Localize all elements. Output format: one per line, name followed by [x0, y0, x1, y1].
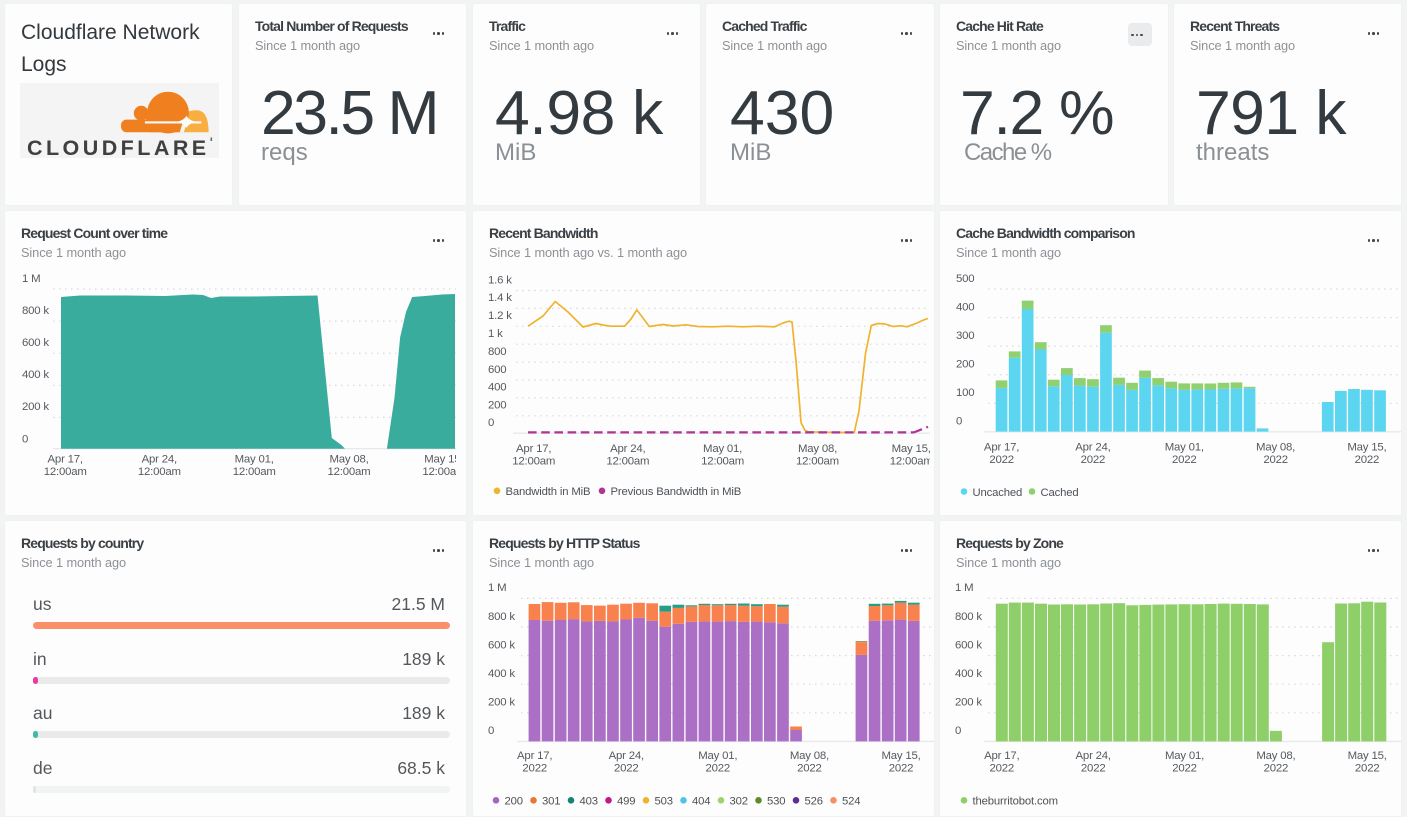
- svg-text:Apr 24,: Apr 24,: [142, 453, 177, 465]
- svg-text:12:00am: 12:00am: [890, 456, 930, 468]
- svg-text:Apr 24,: Apr 24,: [610, 443, 645, 455]
- svg-text:2022: 2022: [1355, 762, 1380, 774]
- svg-text:600 k: 600 k: [22, 337, 49, 349]
- svg-text:Apr 17,: Apr 17,: [516, 443, 551, 455]
- svg-text:2022: 2022: [1081, 454, 1106, 466]
- svg-text:2022: 2022: [1264, 762, 1289, 774]
- svg-text:Apr 24,: Apr 24,: [1076, 750, 1111, 762]
- svg-text:800 k: 800 k: [22, 305, 49, 317]
- svg-text:Cached: Cached: [1041, 487, 1079, 499]
- svg-text:200: 200: [488, 400, 506, 412]
- svg-text:2022: 2022: [1081, 762, 1106, 774]
- svg-text:200 k: 200 k: [488, 697, 515, 709]
- svg-text:600: 600: [488, 364, 506, 376]
- svg-text:800 k: 800 k: [955, 611, 982, 623]
- svg-text:theburritobot.com: theburritobot.com: [973, 796, 1058, 808]
- svg-text:503: 503: [655, 796, 673, 808]
- svg-text:524: 524: [842, 796, 860, 808]
- svg-text:0: 0: [955, 725, 961, 737]
- svg-text:2022: 2022: [1172, 454, 1197, 466]
- svg-text:May 15,: May 15,: [1348, 750, 1387, 762]
- svg-text:May 08,: May 08,: [1256, 750, 1295, 762]
- svg-text:403: 403: [580, 796, 598, 808]
- svg-text:2022: 2022: [990, 762, 1015, 774]
- svg-text:2022: 2022: [1355, 454, 1380, 466]
- svg-text:12:00am: 12:00am: [422, 466, 456, 478]
- svg-text:302: 302: [730, 796, 748, 808]
- svg-text:Apr 17,: Apr 17,: [48, 453, 83, 465]
- svg-text:Uncached: Uncached: [973, 487, 1023, 499]
- svg-text:May 01,: May 01,: [703, 443, 742, 455]
- svg-text:1.2 k: 1.2 k: [488, 310, 512, 322]
- svg-text:May 01,: May 01,: [1165, 750, 1204, 762]
- svg-text:12:00am: 12:00am: [701, 456, 744, 468]
- svg-text:0: 0: [956, 415, 962, 427]
- svg-text:Bandwidth in MiB: Bandwidth in MiB: [506, 486, 591, 498]
- svg-text:2022: 2022: [889, 762, 914, 774]
- svg-text:May 01,: May 01,: [1165, 442, 1204, 454]
- svg-text:200: 200: [505, 796, 523, 808]
- svg-text:300: 300: [956, 330, 974, 342]
- svg-text:200 k: 200 k: [955, 697, 982, 709]
- svg-text:CLOUDFLARE: CLOUDFLARE: [27, 136, 210, 158]
- svg-text:800 k: 800 k: [488, 611, 515, 623]
- svg-text:12:00am: 12:00am: [512, 456, 555, 468]
- svg-text:Apr 24,: Apr 24,: [609, 750, 644, 762]
- svg-text:Apr 17,: Apr 17,: [984, 750, 1019, 762]
- svg-text:Apr 17,: Apr 17,: [517, 750, 552, 762]
- svg-text:12:00am: 12:00am: [796, 456, 839, 468]
- svg-text:May 01,: May 01,: [698, 750, 737, 762]
- svg-text:May 08,: May 08,: [790, 750, 829, 762]
- svg-text:2022: 2022: [522, 762, 547, 774]
- svg-text:2022: 2022: [706, 762, 731, 774]
- svg-text:0: 0: [22, 433, 28, 445]
- svg-text:0: 0: [488, 725, 494, 737]
- svg-text:530: 530: [767, 796, 785, 808]
- svg-text:May 08,: May 08,: [329, 453, 368, 465]
- svg-text:499: 499: [617, 796, 635, 808]
- svg-text:600 k: 600 k: [488, 639, 515, 651]
- svg-text:May 08,: May 08,: [1256, 442, 1295, 454]
- svg-text:1.4 k: 1.4 k: [488, 292, 512, 304]
- svg-text:May 15,: May 15,: [1347, 442, 1386, 454]
- svg-text:Apr 24,: Apr 24,: [1075, 442, 1110, 454]
- svg-text:2022: 2022: [989, 454, 1014, 466]
- svg-text:May 15,: May 15,: [424, 453, 456, 465]
- svg-text:1 k: 1 k: [488, 328, 503, 340]
- svg-text:526: 526: [805, 796, 823, 808]
- svg-text:400 k: 400 k: [955, 668, 982, 680]
- svg-text:1 M: 1 M: [955, 582, 973, 594]
- svg-text:12:00am: 12:00am: [328, 466, 371, 478]
- svg-text:400 k: 400 k: [22, 369, 49, 381]
- svg-text:100: 100: [956, 387, 974, 399]
- svg-text:1 M: 1 M: [22, 273, 40, 285]
- svg-text:1.6 k: 1.6 k: [488, 274, 512, 286]
- svg-text:400: 400: [488, 382, 506, 394]
- svg-text:2022: 2022: [1172, 762, 1197, 774]
- svg-text:Apr 17,: Apr 17,: [984, 442, 1019, 454]
- svg-text:301: 301: [542, 796, 560, 808]
- svg-text:500: 500: [956, 273, 974, 285]
- svg-text:800: 800: [488, 346, 506, 358]
- svg-text:200: 200: [956, 359, 974, 371]
- svg-text:May 08,: May 08,: [798, 443, 837, 455]
- svg-text:12:00am: 12:00am: [233, 466, 276, 478]
- svg-text:12:00am: 12:00am: [138, 466, 181, 478]
- svg-text:400: 400: [956, 301, 974, 313]
- svg-text:0: 0: [488, 417, 494, 429]
- svg-text:1 M: 1 M: [488, 582, 506, 594]
- svg-text:200 k: 200 k: [22, 401, 49, 413]
- svg-text:12:00am: 12:00am: [606, 456, 649, 468]
- svg-text:Previous Bandwidth in MiB: Previous Bandwidth in MiB: [611, 486, 742, 498]
- svg-text:400 k: 400 k: [488, 668, 515, 680]
- svg-text:May 15,: May 15,: [892, 443, 930, 455]
- svg-text:2022: 2022: [614, 762, 639, 774]
- svg-text:404: 404: [692, 796, 710, 808]
- svg-text:2022: 2022: [1263, 454, 1288, 466]
- svg-text:600 k: 600 k: [955, 639, 982, 651]
- svg-text:12:00am: 12:00am: [44, 466, 87, 478]
- svg-text:May 01,: May 01,: [235, 453, 274, 465]
- svg-text:2022: 2022: [797, 762, 822, 774]
- svg-text:May 15,: May 15,: [881, 750, 920, 762]
